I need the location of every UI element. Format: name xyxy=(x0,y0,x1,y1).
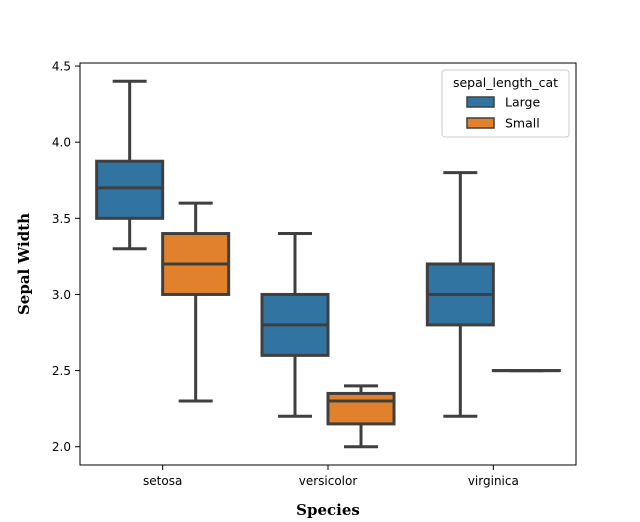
y-tick-label: 3.0 xyxy=(52,288,71,302)
legend-label-large: Large xyxy=(505,95,540,110)
legend-swatch-small xyxy=(466,117,495,129)
legend: sepal_length_cat Large Small xyxy=(441,69,570,138)
y-axis-title: Sepal Width xyxy=(15,213,33,315)
plot-area xyxy=(95,79,561,449)
y-tick-label: 4.5 xyxy=(52,60,71,74)
box-versicolor-large xyxy=(260,232,330,418)
iqr-box xyxy=(326,391,396,426)
iqr-box xyxy=(95,159,165,220)
y-tick-label: 2.5 xyxy=(52,364,71,378)
box-virginica-large xyxy=(425,171,495,418)
legend-title: sepal_length_cat xyxy=(453,75,558,90)
y-tick-label: 3.5 xyxy=(52,212,71,226)
x-tick-label: setosa xyxy=(143,474,182,488)
box-setosa-large xyxy=(95,79,165,251)
y-tick-label: 2.0 xyxy=(52,440,71,454)
x-tick-label: virginica xyxy=(468,474,519,488)
y-tick-label: 4.0 xyxy=(52,136,71,150)
x-tick-label: versicolor xyxy=(299,474,358,488)
legend-swatch-large xyxy=(466,96,495,108)
box-versicolor-small xyxy=(326,384,396,449)
axes: 2.0 2.5 3.0 3.5 4.0 4.5 setosa versicolor virgin… xyxy=(52,60,577,488)
x-axis-title: Species xyxy=(296,501,360,519)
box-setosa-small xyxy=(161,201,231,403)
legend-label-small: Small xyxy=(505,116,540,131)
